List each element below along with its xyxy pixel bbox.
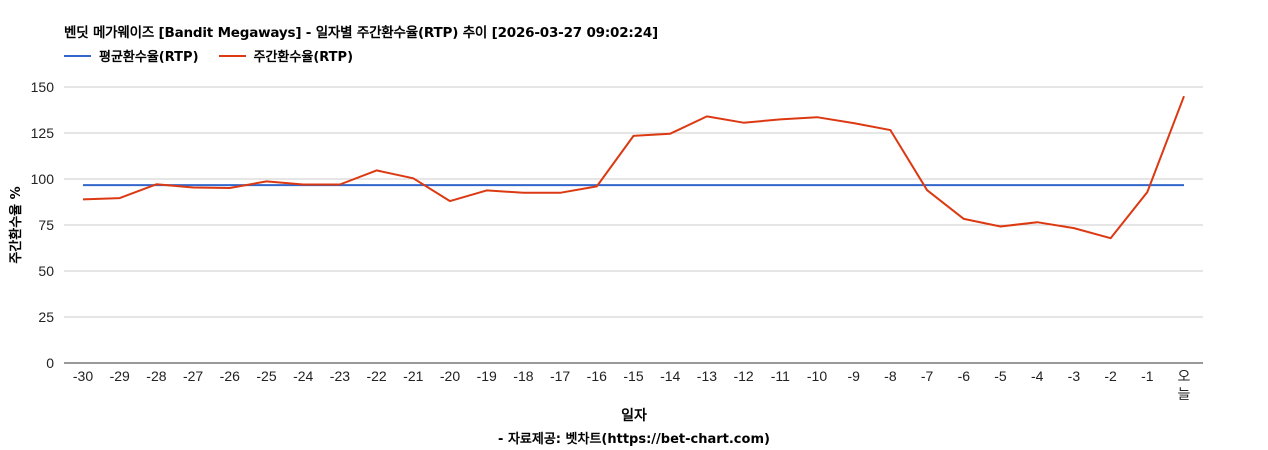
x-tick-label: -3	[1068, 368, 1081, 384]
x-tick-label: -9	[847, 368, 860, 384]
legend-swatch-red-icon	[218, 54, 246, 57]
y-axis-label: 주간환수율 %	[8, 186, 24, 263]
x-axis-ticks: -30 -29 -28 -27 -26 -25 -24 -23 -22 -21 -20 -19 -18 -…	[73, 368, 1191, 402]
x-tick-label: -29	[110, 368, 130, 384]
x-tick-label: -18	[513, 368, 533, 384]
gridlines	[64, 86, 1203, 364]
x-tick-label: -21	[403, 368, 423, 384]
source-credit: - 자료제공: 벳차트(https://bet-chart.com)	[498, 432, 770, 447]
x-tick-label: -26	[220, 368, 240, 384]
x-tick-label: -16	[587, 368, 607, 384]
x-tick-label: -5	[994, 368, 1007, 384]
y-tick-label: 50	[38, 263, 54, 279]
y-tick-label: 25	[38, 309, 54, 325]
x-tick-label: -14	[660, 368, 680, 384]
x-tick-label: -13	[697, 368, 717, 384]
y-tick-label: 100	[31, 171, 55, 187]
y-axis-ticks: 0 25 50 75 100 125 150	[31, 79, 55, 371]
series-lines	[82, 95, 1185, 240]
x-axis-label: 일자	[621, 408, 647, 424]
x-tick-label: -11	[771, 368, 790, 384]
x-tick-label: -25	[256, 368, 276, 384]
x-tick-label: -2	[1104, 368, 1117, 384]
x-tick-label: -20	[440, 368, 460, 384]
legend-item-weekly[interactable]: 주간환수율(RTP)	[218, 46, 354, 65]
x-tick-label: -19	[477, 368, 497, 384]
legend-swatch-blue-icon	[64, 54, 91, 57]
x-tick-label: -22	[366, 368, 386, 384]
x-tick-label: -10	[807, 368, 827, 384]
legend-label-average: 평균환수율(RTP)	[99, 50, 199, 65]
legend-item-average[interactable]: 평균환수율(RTP)	[64, 46, 199, 65]
y-tick-label: 150	[31, 79, 55, 95]
x-tick-label: -12	[733, 368, 753, 384]
x-tick-label: -15	[623, 368, 643, 384]
x-tick-label: -27	[183, 368, 203, 384]
x-tick-label: -28	[146, 368, 166, 384]
x-tick-label: -7	[921, 368, 934, 384]
y-tick-label: 75	[38, 217, 54, 233]
chart-title: 벤딧 메가웨이즈 [Bandit Megaways] - 일자별 주간환수율(R…	[64, 25, 658, 41]
x-tick-label: -30	[73, 368, 93, 384]
x-tick-label: -17	[550, 368, 570, 384]
legend: 평균환수율(RTP) 주간환수율(RTP)	[64, 46, 373, 65]
x-tick-label: -1	[1141, 368, 1154, 384]
x-tick-label: 오	[1178, 368, 1191, 384]
series-line-weekly-rtp[interactable]	[82, 95, 1185, 240]
x-tick-label: 늘	[1178, 386, 1191, 402]
x-tick-label: -4	[1031, 368, 1044, 384]
x-tick-label: -24	[293, 368, 313, 384]
x-tick-label: -8	[884, 368, 897, 384]
legend-label-weekly: 주간환수율(RTP)	[253, 50, 354, 65]
x-tick-label: -23	[330, 368, 350, 384]
y-tick-label: 0	[46, 355, 54, 371]
y-tick-label: 125	[31, 125, 55, 141]
x-tick-label: -6	[958, 368, 971, 384]
